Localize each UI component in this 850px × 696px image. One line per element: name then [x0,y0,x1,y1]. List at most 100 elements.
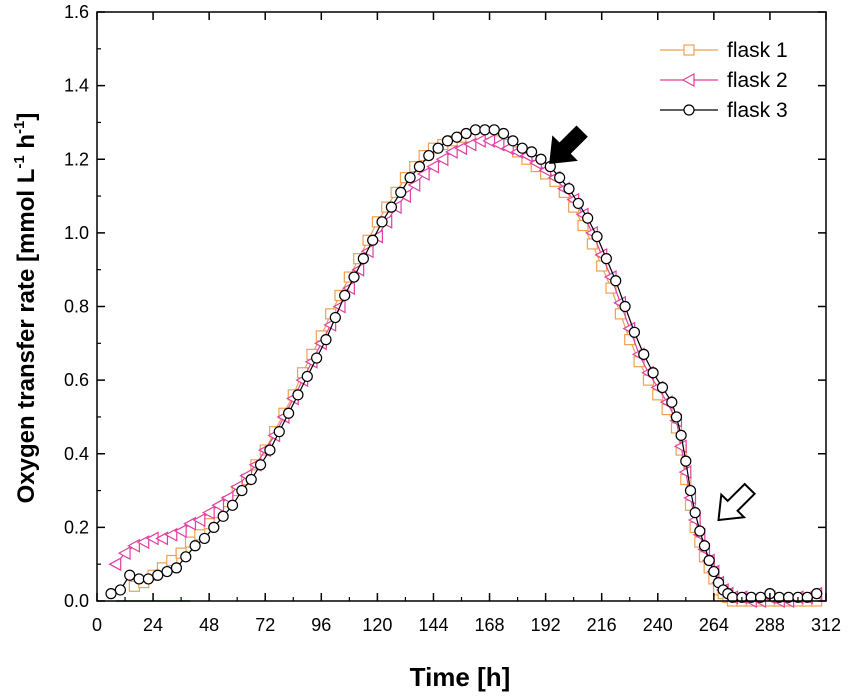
series-3-point [516,142,528,154]
series-2-point [173,524,187,539]
series-3-point [236,484,248,497]
series-2-point [192,513,206,528]
series-3-point [133,573,145,585]
series-3-point [610,275,622,287]
series-3-point [591,230,603,243]
series-3-point [666,396,678,408]
x-tick-label: 240 [643,615,673,635]
series-3-point [572,197,584,210]
series-2-point [136,535,150,550]
series-3-point [694,525,706,537]
x-tick-label: 144 [418,615,448,635]
series-3-point [142,573,155,585]
y-tick-label: 0.0 [64,591,89,611]
series-2-point [127,538,140,553]
y-tick-label: 0.2 [64,517,89,537]
series-2-point [463,137,477,152]
series-3 [105,124,823,603]
series-3-point [404,172,416,184]
y-tick-label: 0.8 [64,297,89,317]
series-3-point [698,540,711,552]
series-3-point [670,411,683,423]
series-2-point [426,159,440,174]
y-tick-label: 1.6 [64,2,89,22]
series-3-point [638,348,650,360]
series-3-point [619,300,631,313]
series-3-point [217,510,229,522]
series-3-point [413,161,426,173]
series-3-point [376,216,388,228]
series-3-point [754,591,767,603]
series-3-point [282,407,295,419]
y-tick-label: 0.6 [64,370,89,390]
series-3-point [208,521,220,533]
y-tick-label: 1.0 [64,223,89,243]
series-3-point [600,253,612,265]
series-3-point [451,131,463,143]
series-3-point [423,149,435,162]
x-tick-label: 48 [199,615,219,635]
series-3-point [339,289,351,302]
legend-label: flask 3 [727,99,788,122]
legend-marker [683,104,695,116]
series-2 [108,133,823,609]
series-2-point [117,546,131,561]
series-3-point [264,444,276,456]
series-3-point [273,426,285,438]
series-3-point [535,153,547,165]
series-3-point [161,565,173,578]
series-3-point [554,172,566,184]
x-tick-label: 216 [587,615,617,635]
legend-label: flask 2 [727,69,788,92]
series-2-point [407,178,421,193]
series-3-point [432,142,444,154]
series-3-point [525,146,538,158]
series-3-point [320,334,332,346]
y-axis-title: Oxygen transfer rate [mmol L-1 h-1] [11,113,40,504]
series-3-point [582,212,594,224]
series-3-point [441,135,454,147]
series-3-point [180,551,192,563]
legend-label: flask 1 [727,39,788,62]
series-3-point [507,135,519,147]
series-2-point [416,166,430,181]
series-3-point [348,271,360,283]
legend-marker [683,44,695,56]
series-1 [128,127,823,607]
legend-entry-1: flask 1 [660,39,788,62]
series-3-point [329,311,341,324]
series-2-point [491,137,505,152]
series-3-point [114,584,126,596]
series-3-point [497,127,510,140]
y-tick-label: 0.4 [64,444,89,464]
series-2-point [211,498,225,513]
y-axis-title-sup1: -1 [11,155,28,168]
series-3-point [367,234,379,246]
y-axis-title-end: ] [13,113,40,121]
series-3-point [684,484,697,497]
series-3-point [292,389,304,401]
filled-arrow-annotation [549,125,588,165]
series-2-point [183,516,197,531]
series-3-point [254,459,267,471]
series-3-point [708,565,720,578]
series-3-point [245,473,257,486]
series-3-point [124,569,136,581]
series-3-point [563,183,575,195]
series-2-point [201,505,215,520]
x-tick-label: 264 [699,615,729,635]
series-3-point [801,591,813,603]
legend: flask 1 flask 2 flask 3 [660,39,788,122]
series-3-point [198,532,211,545]
series-2-point [444,144,458,159]
series-3-point [675,429,687,441]
y-tick-label: 1.4 [64,76,89,96]
y-axis-title-mid: h [13,134,40,155]
x-tick-label: 72 [255,615,275,635]
x-tick-label: 288 [755,615,785,635]
legend-marker [681,72,695,88]
series-3-point [357,253,369,265]
series-3-point [395,186,407,198]
axes: 0 24 48 72 96 120 144 168 192 216 240 264 288 312 0.0 0… [64,2,841,635]
y-axis-title-main: Oxygen transfer rate [mmol L [13,169,40,504]
